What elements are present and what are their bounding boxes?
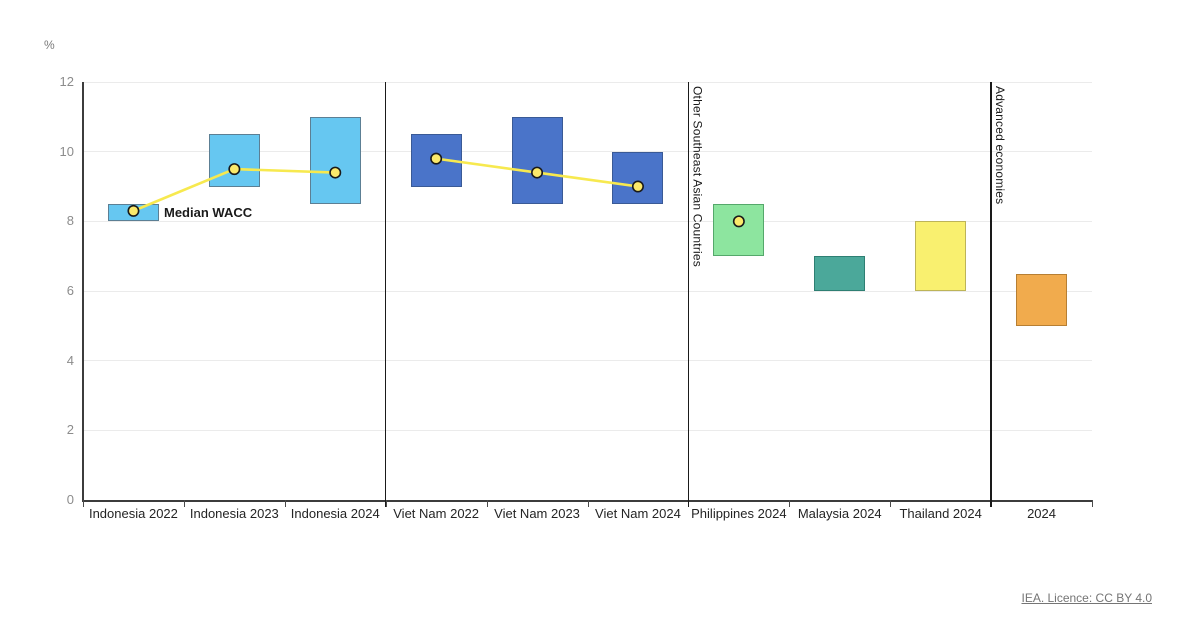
x-tick-label: Philippines 2024 — [691, 506, 787, 521]
y-tick-label-12: 12 — [59, 74, 74, 89]
median-wacc-annotation: Median WACC — [164, 205, 253, 220]
section-separator — [384, 82, 387, 507]
x-axis-tick — [284, 500, 286, 507]
range-bar-malaysia-2024[interactable] — [814, 256, 866, 291]
range-bar-indonesia-2024[interactable] — [309, 116, 361, 204]
section-label: Advanced economies — [993, 86, 1008, 205]
y-tick-label-0: 0 — [66, 492, 74, 507]
x-axis-tick — [486, 500, 488, 507]
range-bar-viet-nam-2023[interactable] — [511, 116, 563, 204]
range-bar-viet-nam-2022[interactable] — [410, 134, 462, 187]
range-bar-viet-nam-2024[interactable] — [612, 151, 664, 204]
range-bar-indonesia-2022[interactable] — [107, 203, 159, 222]
range-bar-philippines-2024[interactable] — [713, 203, 765, 257]
range-bar-thailand-2024[interactable] — [915, 221, 967, 291]
y-tick-label-8: 8 — [66, 213, 74, 229]
x-axis-line — [82, 500, 1092, 502]
x-axis-tick — [789, 500, 791, 507]
gridline-6 — [83, 290, 1092, 292]
range-bar-indonesia-2023[interactable] — [208, 134, 260, 187]
range-bar-2024[interactable] — [1016, 273, 1068, 326]
section-separator — [990, 82, 992, 507]
y-tick-label-2: 2 — [66, 422, 74, 438]
gridline-4 — [83, 360, 1092, 362]
x-axis-tick — [1092, 500, 1093, 507]
y-axis-line — [82, 82, 84, 500]
x-tick-label: Malaysia 2024 — [797, 506, 882, 521]
y-tick-label-4: 4 — [66, 352, 74, 368]
x-tick-label: Thailand 2024 — [899, 506, 982, 521]
section-label: Other Southeast Asian Countries — [690, 86, 705, 267]
x-tick-label: Viet Nam 2023 — [494, 506, 580, 521]
x-axis-tick — [890, 500, 892, 507]
x-tick-label: Indonesia 2024 — [290, 506, 380, 521]
section-separator — [687, 82, 690, 507]
x-axis-tick — [83, 500, 84, 507]
x-tick-label: Viet Nam 2024 — [595, 506, 681, 521]
iea-licence-link[interactable]: IEA. Licence: CC BY 4.0 — [1021, 591, 1152, 605]
x-tick-label: Indonesia 2023 — [189, 506, 279, 521]
x-tick-label: Indonesia 2022 — [88, 506, 178, 521]
y-tick-label-6: 6 — [66, 283, 74, 298]
gridline-2 — [83, 429, 1092, 431]
y-tick-label-10: 10 — [59, 143, 74, 159]
gridline-8 — [83, 220, 1092, 222]
y-axis-unit-label: % — [44, 38, 55, 52]
x-axis-tick — [183, 500, 185, 507]
x-tick-label: Viet Nam 2022 — [393, 506, 480, 521]
gridline-12 — [83, 81, 1092, 83]
gridline-10 — [83, 151, 1092, 153]
x-tick-label: 2024 — [1027, 506, 1056, 521]
x-axis-tick — [587, 500, 589, 507]
